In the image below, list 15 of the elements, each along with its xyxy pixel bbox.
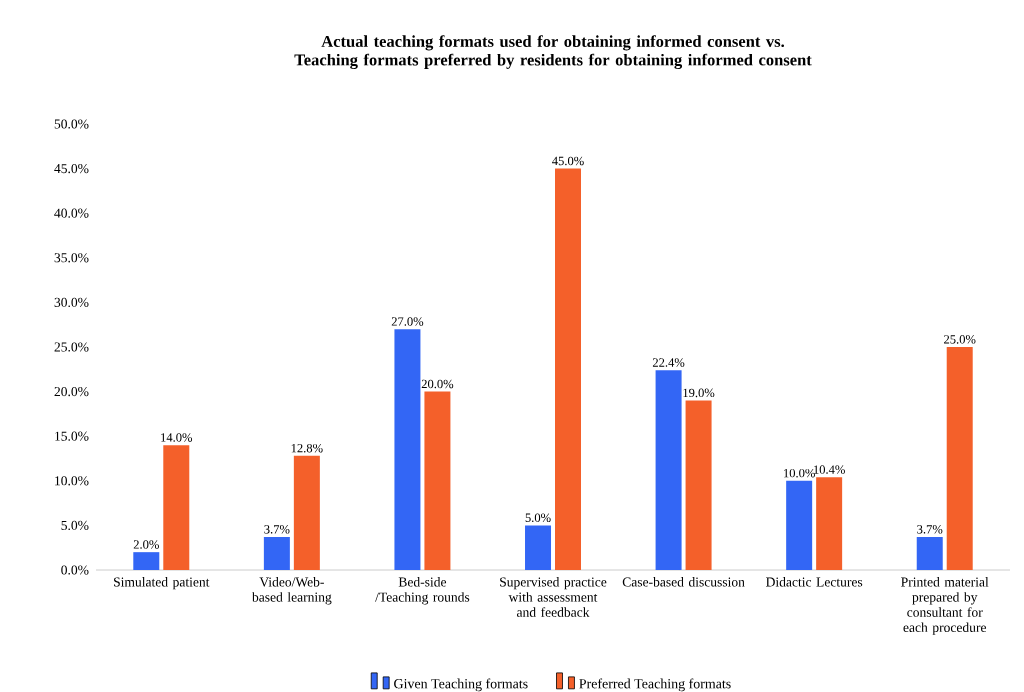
bar <box>293 455 320 570</box>
bar <box>816 477 843 570</box>
bar <box>946 347 973 570</box>
bar <box>685 400 712 570</box>
bar <box>133 552 160 570</box>
chart-title: Actual teaching formats used for obtaining informed consent vs. Teaching formats preferred by residents for obtaining informed consent <box>294 35 812 70</box>
bar <box>555 168 581 570</box>
bar <box>163 445 190 570</box>
bar <box>655 370 682 570</box>
bar <box>394 329 421 570</box>
bar <box>916 537 943 570</box>
bar <box>424 391 451 570</box>
bar <box>263 537 290 570</box>
bar <box>786 480 813 570</box>
bar <box>525 525 552 570</box>
